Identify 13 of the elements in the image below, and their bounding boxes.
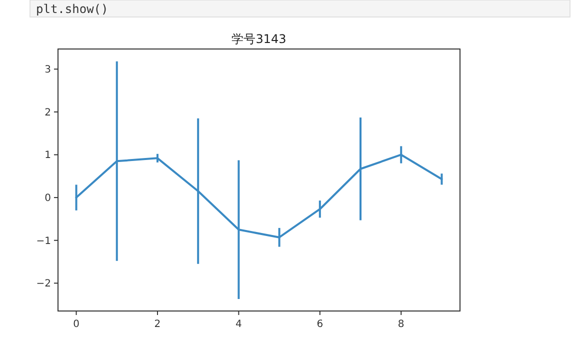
x-tick-label: 0 — [73, 319, 80, 330]
y-tick-label: −1 — [36, 236, 51, 247]
x-tick-label: 4 — [236, 319, 242, 330]
x-tick-label: 2 — [154, 319, 161, 330]
x-tick-label: 8 — [398, 319, 404, 330]
x-tick-label: 6 — [316, 319, 324, 330]
y-tick-label: 1 — [44, 150, 51, 162]
y-tick-label: 0 — [44, 193, 51, 204]
y-tick-label: 2 — [44, 107, 51, 118]
y-tick-label: 3 — [44, 64, 51, 76]
chart-title: 学号3143 — [232, 32, 286, 46]
text: plt.show() — [36, 2, 108, 16]
y-tick-label: −2 — [36, 278, 51, 290]
